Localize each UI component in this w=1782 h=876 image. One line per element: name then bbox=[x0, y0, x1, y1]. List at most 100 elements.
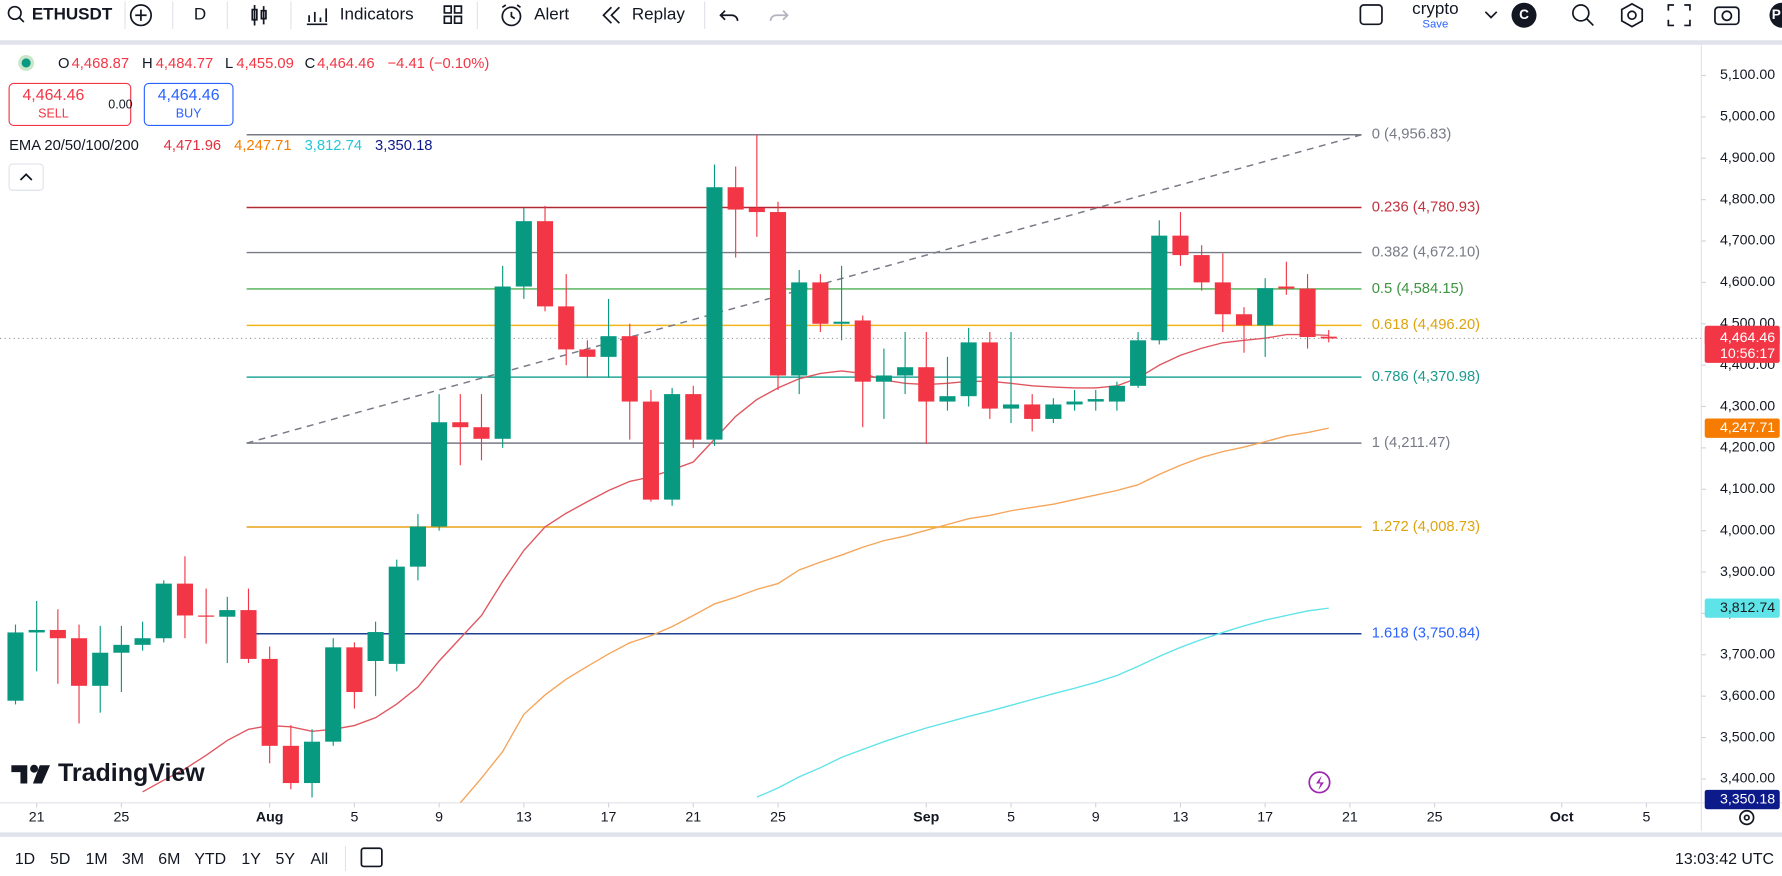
ohlc-label: O bbox=[58, 56, 70, 72]
candle-body bbox=[303, 741, 321, 784]
range-button[interactable]: 5Y bbox=[276, 851, 296, 868]
snapshot-lens bbox=[1721, 10, 1733, 22]
x-tick-label: 21 bbox=[29, 809, 45, 825]
sell-label: SELL bbox=[38, 106, 69, 120]
axis-settings-icon[interactable] bbox=[1739, 809, 1755, 826]
price-badge bbox=[1704, 328, 1780, 363]
candle-body bbox=[875, 375, 892, 382]
avatar-letter: C bbox=[1519, 7, 1529, 22]
save-button[interactable]: Save bbox=[1422, 18, 1448, 30]
events-icon[interactable] bbox=[1308, 771, 1331, 794]
candle-body bbox=[282, 745, 299, 784]
candle-body bbox=[854, 320, 871, 382]
candle-body bbox=[727, 187, 744, 210]
price-badge-label: 3,812.74 bbox=[1720, 600, 1775, 616]
x-tick-label: Aug bbox=[256, 809, 284, 825]
sell-price: 4,464.46 bbox=[22, 87, 84, 104]
avatar-badge[interactable] bbox=[1511, 2, 1537, 28]
candle-body bbox=[1235, 314, 1253, 326]
candle-body bbox=[346, 647, 363, 693]
redo[interactable] bbox=[769, 10, 789, 22]
candle-body bbox=[1002, 404, 1020, 409]
x-tick-label: 25 bbox=[770, 809, 786, 825]
x-tick-label: 25 bbox=[1427, 809, 1443, 825]
plus bbox=[135, 9, 147, 21]
replay-icon[interactable] bbox=[602, 6, 620, 24]
layout-name[interactable]: crypto bbox=[1412, 0, 1458, 18]
range-button[interactable]: 6M bbox=[158, 851, 180, 868]
range-button[interactable]: 1Y bbox=[241, 851, 261, 868]
candle-body bbox=[791, 282, 808, 376]
y-tick-label: 4,000.00 bbox=[1720, 522, 1775, 538]
candle-body bbox=[431, 422, 448, 527]
y-tick-label: 3,600.00 bbox=[1720, 688, 1775, 704]
chart-type-icon[interactable] bbox=[251, 5, 267, 26]
collapse-button[interactable] bbox=[8, 163, 44, 191]
templates-icon[interactable] bbox=[443, 5, 463, 25]
sell-button[interactable] bbox=[8, 82, 132, 127]
x-tick-label: 25 bbox=[114, 809, 130, 825]
indicators-button[interactable]: Indicators bbox=[340, 5, 414, 24]
interval[interactable]: D bbox=[194, 5, 206, 24]
range-button[interactable]: 5D bbox=[50, 851, 70, 868]
candle-body bbox=[325, 647, 342, 742]
y-tick-label: 5,000.00 bbox=[1720, 109, 1775, 125]
layout-dropdown[interactable] bbox=[1484, 11, 1498, 19]
alert-icon[interactable] bbox=[501, 6, 522, 27]
logo-mark bbox=[11, 765, 28, 784]
ohlc-value: 4,464.46 bbox=[317, 56, 374, 72]
price-badge-label: 4,247.71 bbox=[1720, 420, 1775, 436]
quick-search-handle bbox=[1585, 18, 1594, 27]
price-badge-label: 3,350.18 bbox=[1720, 791, 1775, 807]
search-icon-handle bbox=[18, 16, 25, 23]
undo[interactable] bbox=[719, 10, 739, 22]
y-tick-label: 4,800.00 bbox=[1720, 191, 1775, 207]
candle-body bbox=[409, 526, 426, 567]
ema-value: 4,471.96 bbox=[164, 138, 221, 154]
candle-body bbox=[664, 394, 681, 500]
go-to-date-icon[interactable] bbox=[360, 847, 383, 868]
range-button[interactable]: 3M bbox=[122, 851, 144, 868]
fullscreen-icon[interactable] bbox=[1667, 4, 1691, 27]
buy-button[interactable] bbox=[143, 82, 234, 127]
candle-body bbox=[1214, 282, 1231, 315]
range-button[interactable]: 1D bbox=[15, 851, 35, 868]
settings-center bbox=[1627, 10, 1637, 21]
x-tick-label: 5 bbox=[1643, 809, 1651, 825]
x-tick-label: 9 bbox=[1092, 809, 1100, 825]
range-button[interactable]: YTD bbox=[194, 851, 226, 868]
fib-label: 1.272 (4,008.73) bbox=[1372, 519, 1480, 535]
candle-body bbox=[134, 638, 151, 645]
settings-icon[interactable] bbox=[1620, 2, 1644, 28]
ohlc-label: C bbox=[305, 56, 316, 72]
fib-label: 0.5 (4,584.15) bbox=[1372, 281, 1464, 297]
candle-body bbox=[1108, 385, 1125, 402]
y-tick-label: 4,200.00 bbox=[1720, 440, 1775, 456]
symbol[interactable]: ETHUSDT bbox=[32, 5, 113, 24]
range-button[interactable]: 1M bbox=[86, 851, 108, 868]
ema-value: 3,812.74 bbox=[305, 138, 362, 154]
publish-badge[interactable] bbox=[1769, 2, 1782, 28]
search-icon[interactable] bbox=[7, 5, 22, 21]
ohlc-label: H bbox=[142, 56, 153, 72]
indicators-icon[interactable] bbox=[306, 8, 328, 26]
range-button[interactable]: All bbox=[311, 851, 329, 868]
candle-body bbox=[1024, 404, 1041, 419]
logo-text: TradingView bbox=[58, 759, 205, 787]
replay-button[interactable]: Replay bbox=[632, 5, 685, 24]
x-tick-label: 5 bbox=[1007, 809, 1015, 825]
layout-icon[interactable] bbox=[1359, 4, 1383, 26]
add-symbol-icon[interactable] bbox=[129, 4, 153, 27]
candle-body bbox=[28, 629, 45, 633]
legend: O 4,468.87 H 4,484.77 L 4,455.09 C 4,464… bbox=[8, 55, 489, 191]
candle-body bbox=[49, 629, 66, 639]
quick-search-icon[interactable] bbox=[1572, 4, 1590, 22]
candle-body bbox=[7, 632, 24, 701]
candle-body bbox=[1320, 336, 1337, 339]
snapshot-icon[interactable] bbox=[1714, 6, 1740, 26]
candle-body bbox=[92, 652, 109, 686]
candle-body bbox=[219, 610, 236, 617]
ema-value: 3,350.18 bbox=[375, 138, 432, 154]
alert-button[interactable]: Alert bbox=[534, 5, 569, 24]
